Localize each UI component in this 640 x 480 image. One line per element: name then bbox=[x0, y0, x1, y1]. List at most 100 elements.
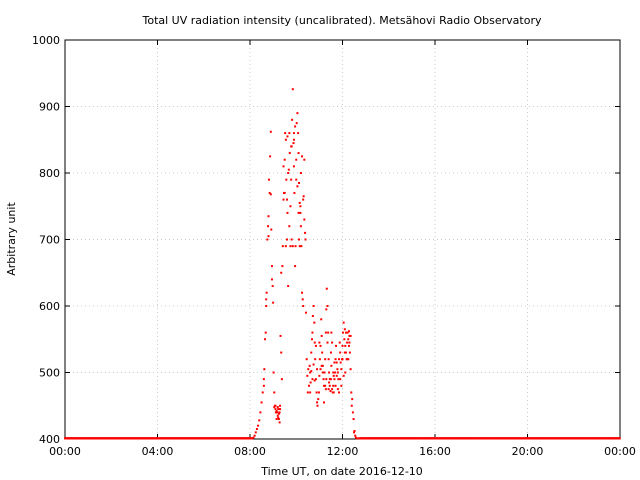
data-point bbox=[329, 351, 332, 354]
data-point bbox=[347, 330, 350, 333]
data-point bbox=[323, 401, 325, 404]
data-point bbox=[334, 358, 337, 361]
data-point bbox=[294, 245, 297, 248]
data-point bbox=[266, 238, 269, 241]
data-point bbox=[353, 430, 356, 433]
data-point bbox=[348, 341, 351, 344]
data-point bbox=[313, 321, 316, 324]
data-point bbox=[353, 431, 356, 434]
data-point bbox=[332, 384, 335, 387]
data-point bbox=[291, 88, 294, 91]
data-point bbox=[306, 374, 309, 377]
data-point bbox=[320, 364, 323, 367]
y-tick-label: 600 bbox=[39, 300, 60, 313]
data-point bbox=[253, 434, 256, 437]
data-point bbox=[307, 368, 310, 371]
data-point bbox=[267, 235, 270, 238]
data-point bbox=[287, 172, 290, 174]
chart-title: Total UV radiation intensity (uncalibrat… bbox=[142, 14, 542, 27]
data-point bbox=[301, 291, 304, 294]
data-point bbox=[290, 178, 293, 181]
data-point bbox=[286, 135, 289, 138]
data-point bbox=[287, 168, 290, 171]
data-point bbox=[310, 370, 313, 373]
data-point bbox=[288, 152, 291, 155]
data-point bbox=[302, 195, 305, 198]
data-point bbox=[272, 371, 275, 374]
data-point bbox=[329, 378, 332, 381]
data-point bbox=[340, 384, 343, 387]
data-point bbox=[278, 411, 281, 414]
y-tick-label: 400 bbox=[39, 433, 60, 446]
data-point bbox=[334, 384, 337, 387]
data-point bbox=[332, 391, 335, 394]
data-point bbox=[325, 287, 328, 290]
data-point bbox=[298, 181, 301, 184]
data-point bbox=[309, 381, 312, 384]
data-point bbox=[294, 265, 297, 268]
data-point bbox=[310, 338, 313, 341]
data-point bbox=[335, 361, 338, 364]
data-point bbox=[304, 311, 307, 314]
x-tick-label: 12:00 bbox=[327, 445, 359, 458]
data-point bbox=[261, 391, 264, 394]
data-point bbox=[251, 437, 254, 440]
data-point bbox=[346, 358, 349, 361]
x-tick-label: 20:00 bbox=[512, 445, 544, 458]
y-tick-label: 500 bbox=[39, 367, 60, 380]
data-point bbox=[302, 198, 305, 201]
data-point bbox=[342, 374, 345, 377]
data-point bbox=[323, 384, 325, 387]
data-point bbox=[325, 378, 328, 381]
data-point bbox=[335, 344, 338, 347]
data-point bbox=[350, 391, 353, 394]
data-point bbox=[303, 218, 306, 221]
data-point bbox=[270, 265, 273, 268]
data-point bbox=[295, 122, 298, 125]
x-tick-label: 08:00 bbox=[234, 445, 266, 458]
data-point bbox=[301, 298, 304, 301]
data-point bbox=[332, 371, 335, 374]
data-point bbox=[281, 265, 284, 268]
plot-frame bbox=[64, 39, 621, 440]
data-point bbox=[295, 158, 298, 161]
data-point bbox=[326, 341, 329, 344]
data-points bbox=[64, 88, 621, 440]
data-point bbox=[324, 358, 327, 361]
data-point bbox=[305, 358, 308, 361]
data-point bbox=[264, 338, 267, 341]
data-point bbox=[331, 341, 334, 344]
data-point bbox=[324, 384, 327, 387]
y-tick-label: 700 bbox=[39, 234, 60, 247]
data-point bbox=[344, 351, 347, 354]
data-point bbox=[276, 406, 279, 409]
data-point bbox=[349, 368, 352, 371]
data-point bbox=[344, 344, 347, 347]
data-point bbox=[262, 378, 265, 381]
data-point bbox=[280, 378, 283, 381]
data-point bbox=[271, 285, 274, 288]
data-point bbox=[304, 231, 307, 234]
data-point bbox=[282, 198, 285, 201]
data-point bbox=[330, 331, 333, 334]
data-point bbox=[336, 371, 339, 374]
data-point bbox=[334, 371, 337, 374]
x-ticks: 00:00 04:00 08:00 12:00 16:00 20:00 00:00 bbox=[49, 40, 636, 458]
data-point bbox=[338, 341, 341, 344]
data-point bbox=[252, 436, 255, 439]
data-point bbox=[279, 408, 282, 411]
data-point bbox=[283, 158, 286, 161]
data-point bbox=[269, 130, 272, 133]
data-point bbox=[306, 391, 309, 394]
data-point bbox=[352, 418, 355, 421]
data-point bbox=[328, 378, 331, 381]
data-point bbox=[313, 341, 316, 344]
data-point bbox=[300, 245, 303, 248]
data-point bbox=[618, 437, 621, 440]
data-point bbox=[341, 331, 344, 334]
data-point bbox=[316, 404, 319, 407]
data-point bbox=[292, 138, 295, 141]
data-point bbox=[348, 334, 351, 337]
data-point bbox=[339, 361, 342, 364]
data-point bbox=[341, 358, 344, 361]
